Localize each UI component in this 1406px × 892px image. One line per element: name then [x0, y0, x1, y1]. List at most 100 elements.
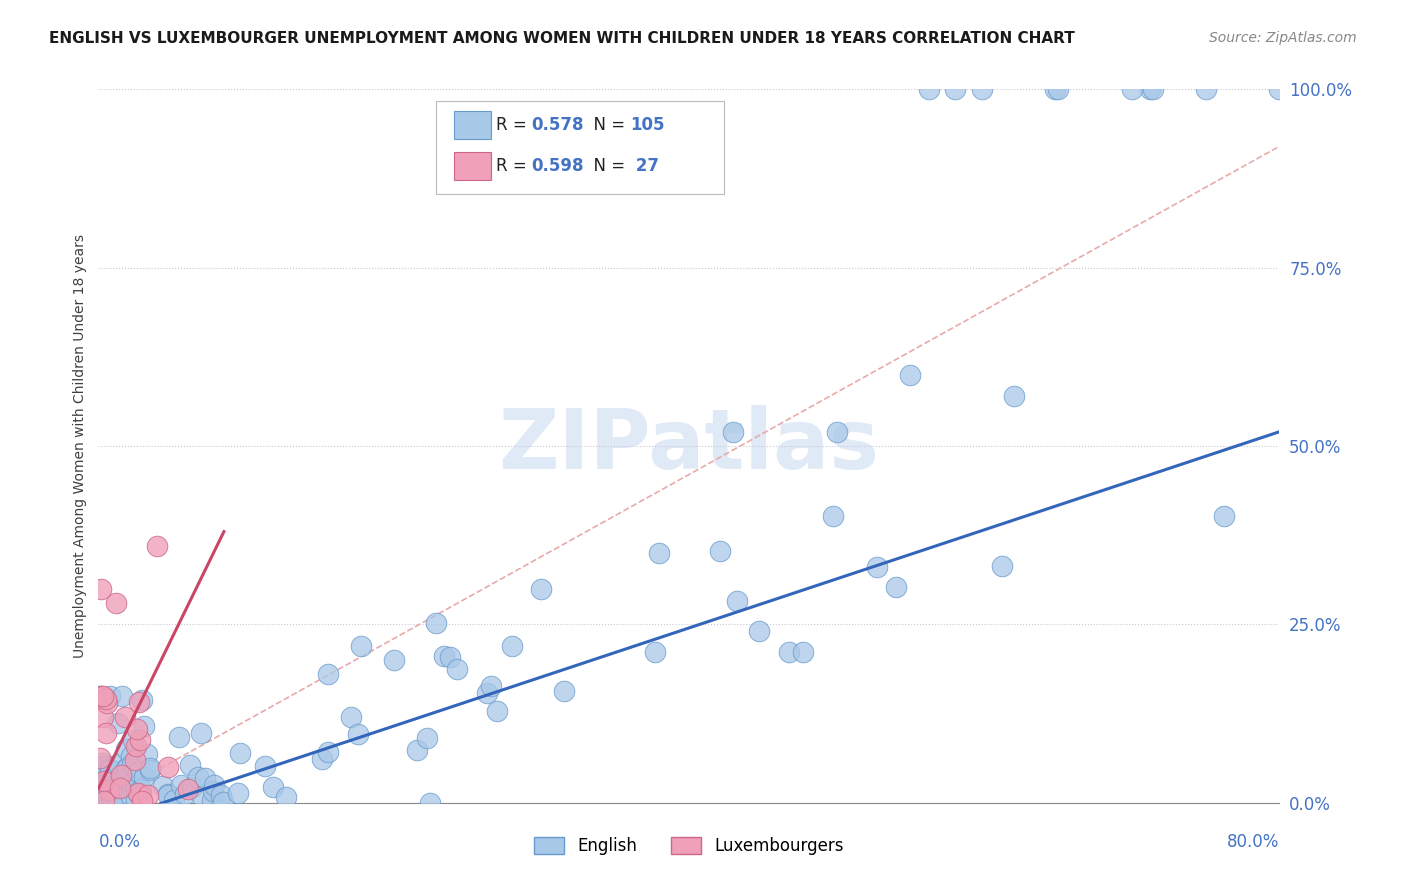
Point: [425, 616, 447, 631]
Text: N =: N =: [583, 116, 631, 134]
Point: [340, 709, 363, 723]
Point: [108, 779, 131, 793]
Point: [179, 758, 201, 772]
Point: [138, 789, 160, 803]
Point: [114, 764, 136, 778]
Point: [101, 779, 124, 793]
Point: [1121, 82, 1143, 96]
Point: [778, 645, 800, 659]
Point: [991, 559, 1014, 574]
Y-axis label: Unemployment Among Women with Children Under 18 years: Unemployment Among Women with Children U…: [73, 234, 87, 658]
Legend: English, Luxembourgers: English, Luxembourgers: [534, 837, 844, 855]
Point: [1195, 82, 1218, 96]
Point: [176, 781, 198, 796]
Point: [943, 82, 966, 96]
Point: [415, 731, 437, 745]
Text: R =: R =: [496, 157, 533, 175]
Point: [157, 760, 180, 774]
Point: [419, 796, 441, 810]
Point: [530, 582, 553, 596]
Point: [120, 748, 142, 763]
Point: [93, 759, 115, 773]
Point: [825, 425, 848, 439]
Point: [146, 539, 169, 553]
Point: [201, 784, 224, 798]
Point: [90, 689, 112, 703]
Point: [156, 789, 179, 803]
Point: [382, 653, 405, 667]
Point: [98, 762, 121, 776]
Point: [253, 759, 276, 773]
Point: [96, 776, 118, 790]
Point: [89, 763, 111, 777]
Text: 80.0%: 80.0%: [1227, 833, 1279, 851]
Point: [187, 770, 209, 784]
Point: [128, 695, 150, 709]
Point: [174, 787, 197, 801]
Point: [93, 794, 115, 808]
Point: [918, 82, 941, 96]
Point: [346, 727, 368, 741]
Text: Source: ZipAtlas.com: Source: ZipAtlas.com: [1209, 31, 1357, 45]
Point: [89, 786, 111, 800]
Point: [1002, 389, 1025, 403]
Text: N =: N =: [583, 157, 631, 175]
Text: 0.0%: 0.0%: [98, 833, 141, 851]
Point: [104, 789, 127, 804]
Point: [98, 689, 121, 703]
Point: [274, 789, 297, 804]
Point: [131, 692, 153, 706]
Text: R =: R =: [496, 116, 533, 134]
Text: 105: 105: [630, 116, 665, 134]
Point: [486, 704, 509, 718]
Point: [97, 783, 120, 797]
Point: [100, 791, 122, 805]
Point: [127, 786, 149, 800]
Point: [107, 780, 129, 794]
Point: [125, 780, 148, 794]
Point: [479, 679, 502, 693]
Point: [316, 745, 339, 759]
Point: [884, 580, 907, 594]
Point: [91, 796, 114, 810]
Text: 0.578: 0.578: [531, 116, 583, 134]
Point: [129, 788, 152, 802]
Point: [91, 756, 114, 770]
Point: [316, 667, 339, 681]
Point: [350, 639, 373, 653]
Point: [91, 710, 114, 724]
Point: [98, 763, 121, 777]
Point: [823, 508, 845, 523]
Point: [648, 546, 671, 560]
Point: [94, 725, 117, 739]
Point: [446, 662, 468, 676]
Point: [1139, 82, 1161, 96]
Point: [553, 683, 575, 698]
Point: [127, 765, 149, 780]
Point: [114, 742, 136, 756]
Text: ENGLISH VS LUXEMBOURGER UNEMPLOYMENT AMONG WOMEN WITH CHILDREN UNDER 18 YEARS CO: ENGLISH VS LUXEMBOURGER UNEMPLOYMENT AMO…: [49, 31, 1076, 46]
Point: [709, 544, 731, 558]
Point: [439, 650, 461, 665]
Point: [972, 82, 994, 96]
Point: [132, 719, 155, 733]
Point: [262, 780, 284, 794]
Point: [125, 792, 148, 806]
Point: [132, 770, 155, 784]
Point: [163, 792, 186, 806]
Point: [129, 782, 152, 797]
Point: [96, 785, 118, 799]
Point: [94, 788, 117, 802]
Point: [124, 753, 146, 767]
Point: [114, 710, 136, 724]
Point: [201, 793, 224, 807]
Text: 0.598: 0.598: [531, 157, 583, 175]
Point: [477, 686, 499, 700]
Point: [900, 368, 922, 382]
Point: [97, 795, 120, 809]
Point: [110, 768, 132, 782]
Point: [93, 773, 115, 788]
Point: [108, 774, 131, 789]
Point: [1142, 82, 1164, 96]
Point: [120, 789, 142, 803]
